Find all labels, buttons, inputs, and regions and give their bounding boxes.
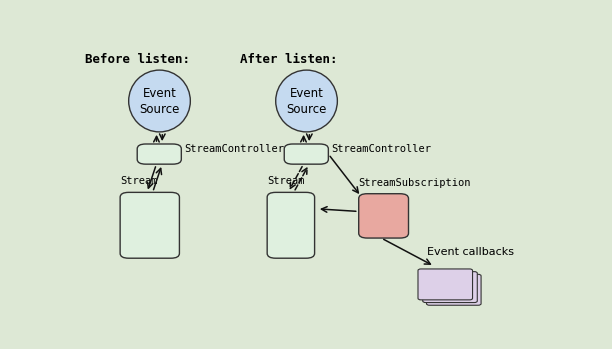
Ellipse shape <box>129 70 190 132</box>
Text: Stream: Stream <box>120 176 158 186</box>
FancyBboxPatch shape <box>427 274 481 305</box>
FancyBboxPatch shape <box>120 192 179 258</box>
Ellipse shape <box>276 70 337 132</box>
Text: Event callbacks: Event callbacks <box>428 247 515 257</box>
FancyBboxPatch shape <box>267 192 315 258</box>
Text: After listen:: After listen: <box>240 53 338 66</box>
Text: StreamSubscription: StreamSubscription <box>359 178 471 187</box>
Text: Event
Source: Event Source <box>286 87 327 116</box>
Text: Stream: Stream <box>267 176 305 186</box>
FancyBboxPatch shape <box>284 144 329 164</box>
Text: StreamController: StreamController <box>332 144 431 154</box>
FancyBboxPatch shape <box>359 194 409 238</box>
Text: Before listen:: Before listen: <box>85 53 190 66</box>
Text: Event
Source: Event Source <box>140 87 180 116</box>
FancyBboxPatch shape <box>423 272 477 303</box>
FancyBboxPatch shape <box>137 144 181 164</box>
Text: StreamController: StreamController <box>185 144 285 154</box>
FancyBboxPatch shape <box>418 269 472 300</box>
